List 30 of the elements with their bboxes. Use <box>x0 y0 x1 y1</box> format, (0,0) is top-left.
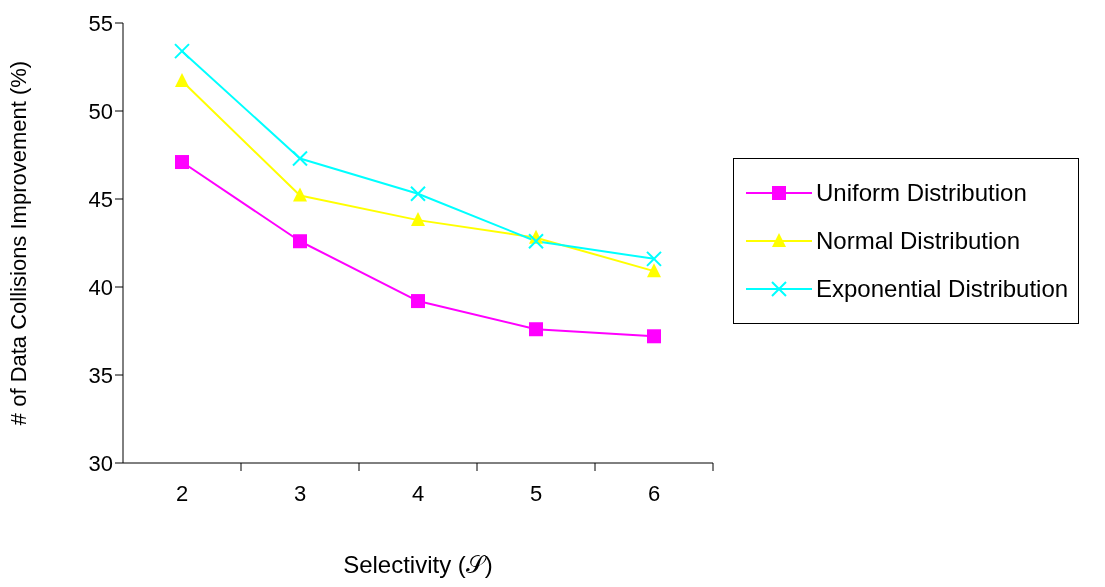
y-tick-label: 35 <box>88 362 113 388</box>
x-tick-label: 6 <box>647 481 661 506</box>
x-axis-title: Selectivity (𝒮) <box>343 551 493 578</box>
point <box>647 329 661 344</box>
point <box>175 73 189 88</box>
y-tick-label: 30 <box>88 450 113 476</box>
point <box>646 250 662 267</box>
x-tick-label: 5 <box>529 481 543 506</box>
y-axis-title: # of Data Collisions Improvement (%) <box>5 60 31 426</box>
y-tick-label: 45 <box>88 186 113 212</box>
point <box>292 150 308 167</box>
point <box>175 155 189 170</box>
legend-label: Exponential Distribution <box>816 275 1069 303</box>
point <box>411 212 425 227</box>
point <box>647 263 661 278</box>
y-tick-label: 40 <box>88 274 113 300</box>
legend-label: Uniform Distribution <box>816 179 1027 207</box>
x-tick-label: 3 <box>293 481 307 506</box>
y-tick-label: 50 <box>88 98 113 124</box>
legend-label: Normal Distribution <box>816 227 1021 255</box>
point <box>529 322 543 337</box>
x-tick-label: 4 <box>411 481 425 506</box>
point <box>410 185 426 202</box>
point <box>174 43 190 60</box>
point <box>293 234 307 249</box>
point <box>528 233 544 250</box>
x-tick-label: 2 <box>175 481 189 506</box>
point <box>411 294 425 309</box>
point <box>293 187 307 202</box>
y-tick-label: 55 <box>88 10 113 36</box>
